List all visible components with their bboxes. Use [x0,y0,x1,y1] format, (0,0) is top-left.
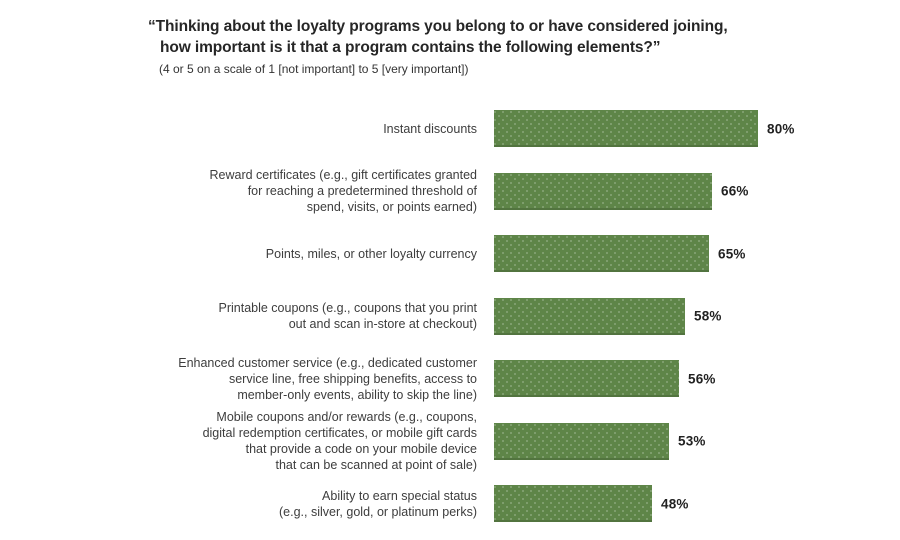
bar-row: Reward certificates (e.g., gift certific… [0,168,900,214]
category-label: Mobile coupons and/or rewards (e.g., cou… [202,410,477,472]
bar-row: Points, miles, or other loyalty currency… [0,235,900,272]
value-label: 56% [688,371,716,386]
category-label: Points, miles, or other loyalty currency [265,246,477,261]
chart-subtitle: (4 or 5 on a scale of 1 [not important] … [159,62,469,76]
bar [494,235,709,272]
bar [494,110,758,147]
value-label: 80% [767,121,795,136]
category-label: Enhanced customer service (e.g., dedicat… [178,355,477,402]
bar [494,297,685,335]
value-label: 53% [678,433,706,449]
value-label: 66% [721,183,749,199]
value-label: 65% [718,246,746,261]
category-label: Reward certificates (e.g., gift certific… [209,168,477,214]
chart-title: “Thinking about the loyalty programs you… [148,18,728,56]
category-label: Printable coupons (e.g., coupons that yo… [218,301,478,331]
bar [494,360,679,397]
category-label: Ability to earn special status (e.g., si… [279,488,477,519]
category-label: Instant discounts [383,121,477,136]
value-label: 48% [661,496,689,511]
bar-row: Enhanced customer service (e.g., dedicat… [0,356,900,402]
bar-row: Instant discounts 80% [0,110,900,147]
bar-row: Ability to earn special status (e.g., si… [0,485,900,522]
bar [494,485,652,522]
bar [494,422,669,460]
bar-row: Mobile coupons and/or rewards (e.g., cou… [0,410,900,472]
bar-row: Printable coupons (e.g., coupons that yo… [0,297,900,335]
value-label: 58% [694,308,722,324]
bar [494,172,712,210]
